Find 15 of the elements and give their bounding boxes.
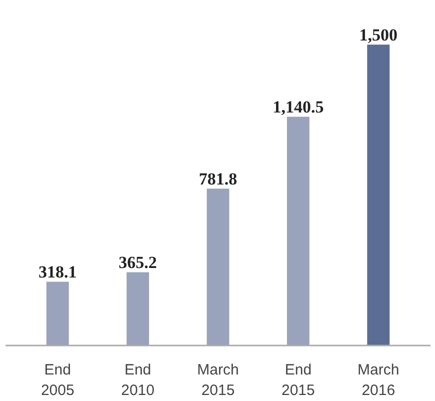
bar: [286, 116, 310, 346]
data-label: 365.2: [118, 253, 157, 272]
bar: [367, 44, 390, 346]
data-label: 1,500: [359, 26, 398, 45]
x-tick-label: March 2015: [197, 362, 239, 399]
data-label: 1,140.5: [272, 98, 324, 117]
bar: [126, 272, 150, 346]
data-label: 318.1: [38, 262, 77, 282]
x-tick-label: End 2005: [40, 362, 74, 399]
x-tick-label: End 2010: [121, 362, 154, 399]
bar: [206, 188, 230, 346]
x-tick-label: March 2016: [358, 362, 400, 399]
x-tick-label: End 2015: [282, 362, 315, 399]
bar: [46, 282, 69, 346]
data-label: 781.8: [198, 170, 238, 189]
